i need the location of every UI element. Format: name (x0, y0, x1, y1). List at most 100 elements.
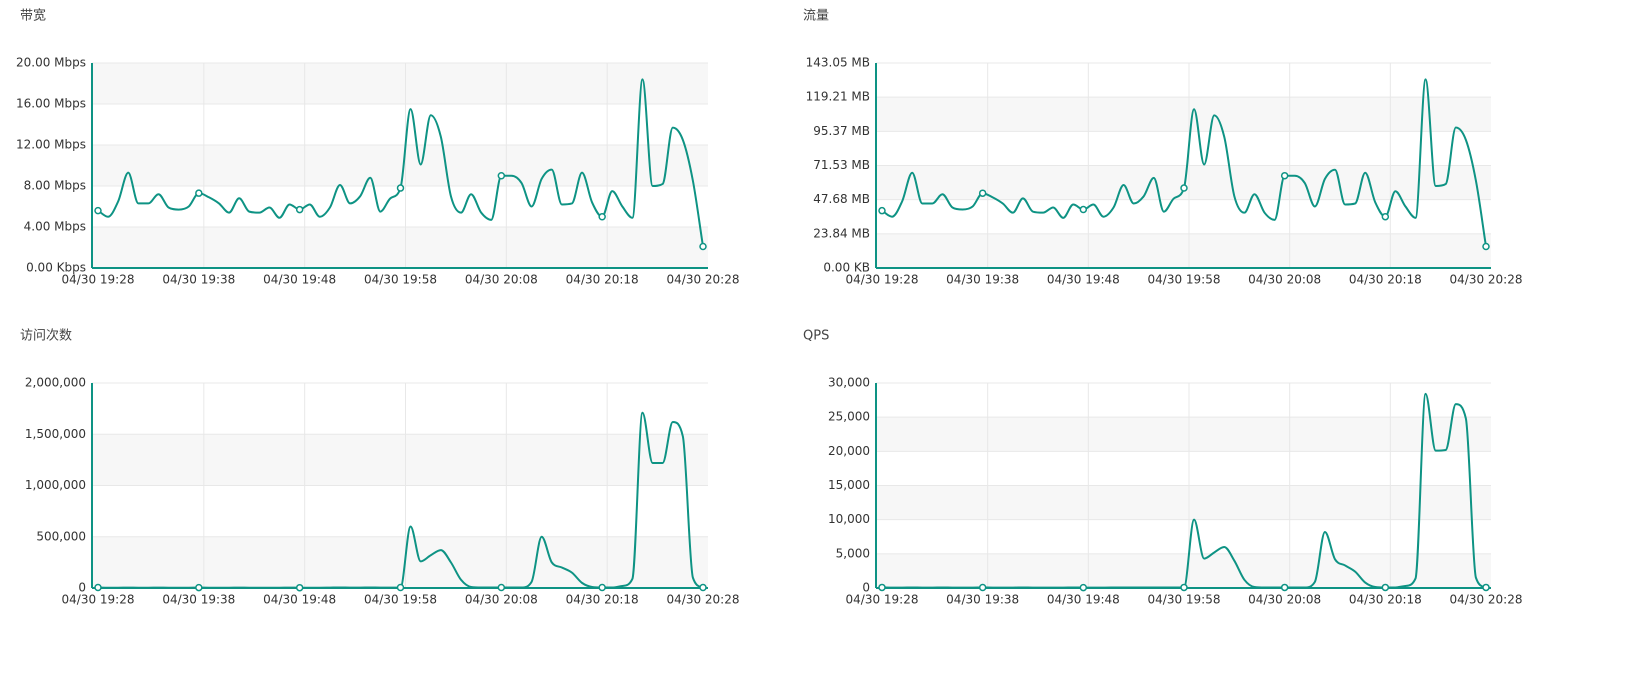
data-point (1280, 583, 1289, 592)
data-point (598, 213, 606, 221)
data-point (497, 583, 506, 592)
grid-band (876, 553, 1491, 588)
data-point (1079, 205, 1088, 214)
data-point (1180, 184, 1188, 192)
y-tick-label: 30,000 (828, 376, 870, 390)
y-tick-label: 25,000 (828, 410, 870, 424)
x-tick-label: 04/30 19:48 (263, 273, 336, 287)
x-tick-label: 04/30 19:38 (162, 273, 235, 287)
x-tick-label: 04/30 19:48 (1047, 273, 1120, 287)
y-tick-label: 2,000,000 (25, 376, 86, 390)
y-tick-label: 500,000 (36, 529, 86, 543)
x-tick-label: 04/30 19:38 (162, 593, 235, 607)
grid-band (92, 536, 708, 588)
data-point (396, 583, 405, 592)
data-point (1482, 583, 1490, 592)
y-tick-label: 12.00 Mbps (16, 138, 86, 152)
y-tick-label: 71.53 MB (813, 158, 870, 172)
x-tick-label: 04/30 19:38 (946, 273, 1019, 287)
grid-band (92, 145, 708, 186)
y-tick-label: 0.00 KB (823, 261, 870, 275)
y-tick-label: 20,000 (828, 444, 870, 458)
x-tick-label: 04/30 20:28 (1450, 593, 1523, 607)
x-tick-label: 04/30 20:18 (1349, 273, 1422, 287)
grid-band (92, 63, 708, 104)
data-point (1079, 583, 1088, 592)
data-point (295, 205, 304, 214)
data-point (699, 583, 707, 592)
y-tick-label: 0 (862, 581, 870, 595)
x-tick-label: 04/30 20:28 (1450, 273, 1523, 287)
chart-title: 访问次数 (20, 328, 72, 344)
y-tick-label: 0.00 Kbps (26, 261, 86, 275)
x-tick-label: 04/30 19:48 (263, 593, 336, 607)
x-tick-label: 04/30 19:28 (62, 593, 135, 607)
data-point (195, 583, 203, 592)
y-tick-label: 20.00 Mbps (16, 56, 86, 70)
chart-panel: 流量 0.00 KB 23.84 MB 47.68 MB 71.53 MB 95.37 M… (803, 9, 1522, 287)
y-tick-label: 4.00 Mbps (24, 220, 86, 234)
x-tick-label: 04/30 20:08 (465, 273, 538, 287)
y-tick-label: 16.00 Mbps (16, 97, 86, 111)
y-tick-label: 1,500,000 (25, 427, 86, 441)
x-tick-label: 04/30 19:58 (364, 273, 437, 287)
y-tick-label: 5,000 (836, 546, 870, 560)
data-point (878, 583, 886, 592)
x-tick-label: 04/30 20:28 (667, 273, 740, 287)
y-tick-label: 143.05 MB (806, 56, 870, 70)
chart-panel: 访问次数 0 500,000 1,000,000 1,500,000 2,000,000 0… (20, 328, 739, 607)
x-tick-label: 04/30 19:28 (846, 273, 919, 287)
data-point (1180, 583, 1188, 592)
y-tick-label: 47.68 MB (813, 192, 870, 206)
x-tick-label: 04/30 20:08 (1248, 593, 1321, 607)
grid-band (876, 485, 1491, 520)
data-point (1381, 583, 1390, 592)
x-tick-label: 04/30 20:18 (566, 593, 639, 607)
grid-band (92, 434, 708, 486)
x-tick-label: 04/30 19:58 (364, 593, 437, 607)
y-tick-label: 23.84 MB (813, 226, 870, 240)
x-tick-label: 04/30 20:08 (465, 593, 538, 607)
data-point (94, 583, 102, 592)
y-tick-label: 10,000 (828, 512, 870, 526)
data-point (497, 172, 506, 180)
x-tick-label: 04/30 20:18 (566, 273, 639, 287)
data-point (295, 583, 304, 592)
x-tick-label: 04/30 19:28 (846, 593, 919, 607)
data-point (978, 189, 987, 197)
chart-title: 流量 (803, 9, 829, 24)
data-point (978, 583, 987, 592)
data-point (195, 189, 203, 197)
x-tick-label: 04/30 19:58 (1148, 593, 1221, 607)
y-tick-label: 8.00 Mbps (24, 179, 86, 193)
grid-band (876, 165, 1491, 200)
x-tick-label: 04/30 19:58 (1148, 273, 1221, 287)
y-tick-label: 119.21 MB (806, 90, 870, 104)
data-point (699, 242, 707, 251)
chart-title: 带宽 (20, 8, 46, 24)
y-tick-label: 95.37 MB (813, 124, 870, 138)
data-point (1280, 171, 1289, 180)
data-point (878, 206, 886, 215)
grid-band (876, 97, 1491, 132)
data-point (94, 206, 102, 215)
data-point (1381, 212, 1390, 221)
x-tick-label: 04/30 20:08 (1248, 273, 1321, 287)
chart-title: QPS (803, 329, 829, 344)
x-tick-label: 04/30 20:28 (667, 593, 740, 607)
chart-panel: 带宽 0.00 Kbps 4.00 Mbps 8.00 Mbps 12.00 Mbps 1… (16, 8, 740, 287)
x-tick-label: 04/30 19:48 (1047, 593, 1120, 607)
data-point (1482, 242, 1490, 251)
grid-band (876, 417, 1491, 452)
y-tick-label: 15,000 (828, 478, 870, 492)
chart-panel: QPS 0 5,000 10,000 15,000 20,000 25,000 30,000 0… (803, 329, 1522, 607)
data-point (598, 583, 606, 592)
x-tick-label: 04/30 20:18 (1349, 593, 1422, 607)
y-tick-label: 1,000,000 (25, 478, 86, 492)
grid-band (876, 233, 1491, 268)
x-tick-label: 04/30 19:28 (62, 273, 135, 287)
grid-band (92, 227, 708, 268)
data-point (396, 184, 405, 192)
